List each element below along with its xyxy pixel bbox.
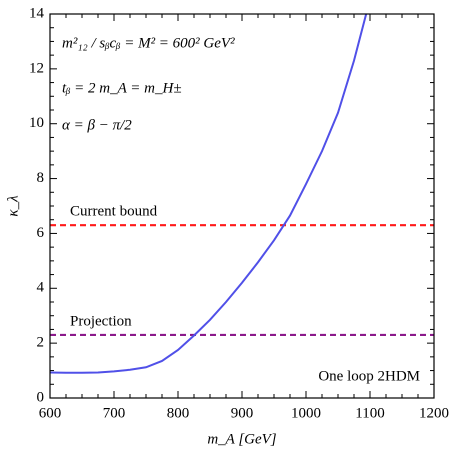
- curve: [49, 13, 368, 374]
- x-tick-label: 600: [39, 405, 62, 421]
- annotation: m²₁₂ / sᵦcᵦ = M² = 600² GeV²: [62, 35, 235, 51]
- y-tick-label: 12: [29, 60, 44, 76]
- y-tick-label: 8: [37, 170, 45, 186]
- annotation: tᵦ = 2 m_A = m_H±: [62, 80, 182, 96]
- y-tick-label: 4: [37, 280, 45, 296]
- reference-label: Projection: [70, 313, 132, 329]
- plot-frame: [49, 13, 435, 399]
- y-tick-label: 0: [37, 389, 45, 405]
- x-tick-label: 900: [231, 405, 254, 421]
- x-tick-label: 800: [167, 405, 190, 421]
- y-tick-label: 10: [29, 115, 44, 131]
- x-tick-label: 700: [103, 405, 126, 421]
- x-axis-label: m_A [GeV]: [207, 431, 276, 447]
- annotation: One loop 2HDM: [318, 368, 420, 384]
- reference-label: Current bound: [70, 204, 158, 220]
- y-axis-label: κ_λ: [5, 195, 21, 217]
- y-tick-label: 6: [37, 225, 45, 241]
- x-tick-label: 1000: [291, 405, 321, 421]
- x-tick-label: 1200: [419, 405, 449, 421]
- y-tick-label: 2: [37, 335, 45, 351]
- annotation: α = β − π/2: [62, 117, 132, 133]
- x-tick-label: 1100: [355, 405, 384, 421]
- y-tick-label: 14: [29, 5, 45, 21]
